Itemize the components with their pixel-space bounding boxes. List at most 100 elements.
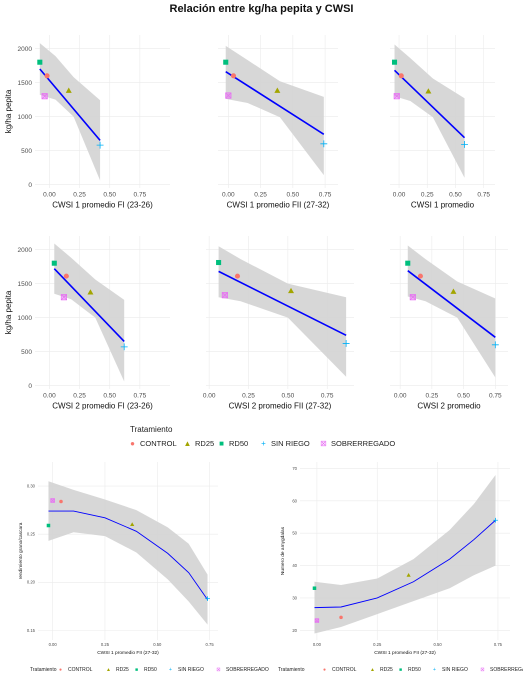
chart-panel-6: 0.00 0.25 0.50 0.75 CWSI 2 promedio [390,236,508,411]
point-sobrerregado [60,294,67,301]
point-sin-riego [491,341,499,349]
x-tick-label: 0.50 [449,192,462,199]
legend-symbol-icon: ▲ [370,667,375,673]
point-sin-riego [461,141,468,148]
point-control [234,273,241,279]
point-rd50 [51,260,57,266]
legend-item-label: RD50 [408,667,421,673]
fit-line [39,68,101,141]
point-sobrerregado [225,92,232,99]
y-tick-label: 1000 [18,315,33,322]
point-rd25 [87,289,94,295]
y-axis-label: kg/ha pepita [4,290,13,334]
y-tick-label: 60 [292,498,297,503]
legend-symbol-icon: ■ [134,667,139,673]
point-rd25 [65,87,72,93]
confidence-band [48,481,208,625]
point-sin-riego [320,140,328,148]
point-rd50 [312,586,317,590]
y-tick-label: 0 [28,182,32,189]
legend-item-label: RD25 [116,667,129,673]
legend-symbol-icon: ● [130,439,135,448]
legend-item-label: CONTROL [332,667,357,673]
point-rd50 [223,59,229,65]
legend-item-label: SIN RIEGO [271,439,310,448]
point-rd25 [130,522,135,526]
confidence-band [407,245,496,378]
point-sobrerregado [41,93,48,100]
x-tick-label: 0.00 [43,393,56,400]
legend-title: Tratamiento [278,667,305,673]
point-rd50 [405,260,411,266]
confidence-band [314,474,496,634]
fit-line [53,268,125,342]
chart-panel-4: 0.00 0.25 0.50 0.75 0 500 1000 1500 2000 CWSI 2 p… [4,236,170,411]
legend-item-rd25: ▲ RD25 [183,439,215,448]
fit-line [393,69,466,139]
legend-item-control: ● CONTROL [320,667,356,673]
y-tick-label: 0.25 [27,532,36,537]
point-sin-riego [120,343,128,351]
point-sobrerregado [314,618,320,623]
legend-item-rd50: ■ RD50 [396,667,421,673]
legend-item-control: ● CONTROL [128,439,177,448]
point-rd25 [288,287,295,294]
legend-title: Tratamiento [130,425,173,434]
point-sin-riego [205,596,210,602]
x-tick-label: 0.75 [494,642,503,647]
y-tick-label: 0 [28,383,32,390]
legend-item-sin-riego: + SIN RIEGO [259,439,310,448]
point-control [417,273,423,279]
x-tick-label: 0.50 [153,642,162,647]
x-tick-label: 0.50 [282,393,295,400]
x-axis-label: CWSI 1 promedio [411,201,475,210]
x-axis-label: CWSI 2 promedio FI (23-26) [52,402,153,411]
x-tick-label: 0.75 [319,192,332,199]
x-tick-label: 0.50 [457,393,470,400]
y-tick-label: 1000 [18,114,33,121]
x-tick-label: 0.75 [489,393,502,400]
y-tick-label: 1500 [18,281,33,288]
x-tick-label: 0.75 [206,642,215,647]
chart-panel-5: 0.00 0.25 0.50 0.75 CWSI 2 promedio FII (27-… [203,236,354,411]
x-tick-label: 0.25 [242,393,255,400]
point-rd50 [216,259,222,266]
x-tick-label: 0.00 [393,192,406,199]
point-rd25 [274,87,281,93]
x-tick-label: 0.25 [373,642,382,647]
confidence-band [54,243,125,382]
point-control [44,73,50,79]
x-tick-label: 0.50 [434,642,443,647]
y-tick-label: 50 [292,531,297,536]
confidence-band [394,44,465,178]
y-tick-label: 0.20 [27,580,36,585]
legend-symbol-icon: ⊠ [320,439,327,448]
confidence-band [218,246,347,377]
point-rd25 [406,573,411,577]
point-control [63,273,69,279]
legend-symbol-icon: ⊠ [216,667,221,673]
x-tick-label: 0.00 [222,192,235,199]
legend-item-label: CONTROL [140,439,177,448]
legend-main: Tratamiento ● CONTROL ▲ RD25 ■ RD50 + SIN RIEGO… [0,425,523,451]
x-tick-label: 0.25 [421,192,434,199]
y-tick-label: 70 [292,466,297,471]
y-axis-label: rendimiento grano/cascara [18,522,24,579]
legend-item-rd25: ▲ RD25 [368,667,393,673]
point-sin-riego [342,339,350,347]
x-axis-label: CWSI 1 promedio FII (27-32) [97,650,159,656]
legend-symbol-icon: ● [58,667,63,673]
legend-item-label: SIN RIEGO [442,667,468,673]
x-tick-label: 0.75 [321,393,334,400]
legend-item-label: RD25 [195,439,215,448]
legend-item-rd50: ■ RD50 [132,667,157,673]
x-tick-label: 0.75 [477,192,490,199]
x-axis-label: CWSI 1 promedio FII (27-32) [227,201,330,210]
fit-line [225,71,325,135]
legend-item-rd50: ■ RD50 [217,439,248,448]
point-rd50 [391,59,398,65]
legend-item-label: RD50 [229,439,249,448]
legend-item-label: CONTROL [68,667,93,673]
legend-symbol-icon: ■ [219,439,224,448]
